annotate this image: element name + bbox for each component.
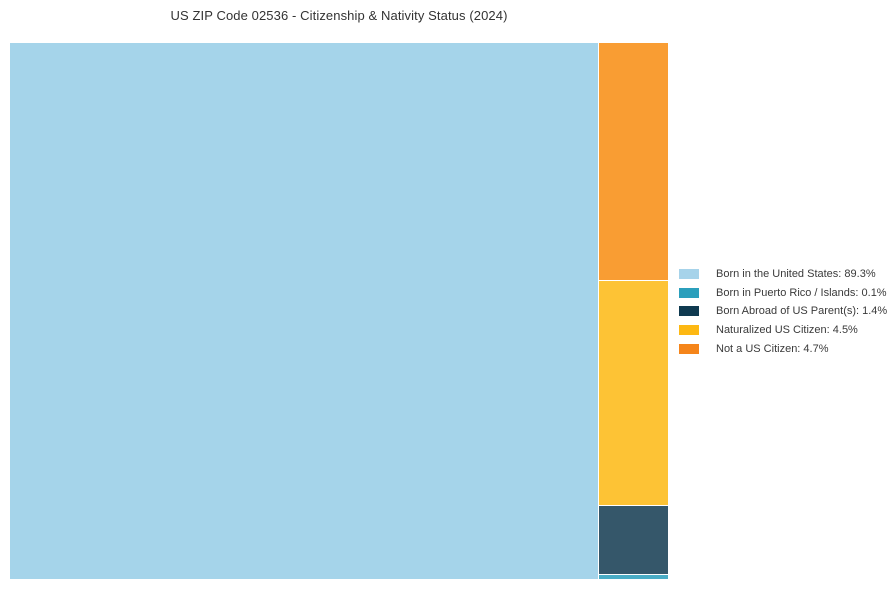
legend-item-born-abroad-of-us-parents[interactable]: Born Abroad of US Parent(s): 1.4%: [679, 302, 887, 321]
legend-color-swatch-icon: [679, 287, 699, 298]
treemap-tile-naturalized-us-citizen[interactable]: [599, 281, 668, 505]
chart-title: US ZIP Code 02536 - Citizenship & Nativi…: [170, 8, 508, 23]
legend-color-swatch-icon: [679, 269, 699, 280]
treemap-tile-born-in-united-states[interactable]: [10, 43, 598, 579]
treemap-tile-born-abroad-of-us-parents[interactable]: [599, 506, 668, 574]
legend-item-not-a-us-citizen[interactable]: Not a US Citizen: 4.7%: [679, 339, 887, 358]
treemap-plot: [10, 43, 668, 579]
legend-item-label: Born in Puerto Rico / Islands: 0.1%: [716, 286, 887, 299]
legend-item-label: Naturalized US Citizen: 4.5%: [716, 324, 858, 337]
treemap-tile-not-a-us-citizen[interactable]: [599, 43, 668, 280]
legend: Born in the United States: 89.3% Born in…: [679, 265, 887, 358]
legend-item-label: Born in the United States: 89.3%: [716, 268, 876, 281]
legend-color-swatch-icon: [679, 306, 699, 317]
legend-item-born-in-united-states[interactable]: Born in the United States: 89.3%: [679, 265, 887, 284]
legend-color-swatch-icon: [679, 325, 699, 336]
legend-color-swatch-icon: [679, 343, 699, 354]
legend-item-naturalized-us-citizen[interactable]: Naturalized US Citizen: 4.5%: [679, 321, 887, 340]
treemap-tile-born-in-puerto-rico-islands[interactable]: [599, 575, 668, 579]
legend-item-born-in-puerto-rico-islands[interactable]: Born in Puerto Rico / Islands: 0.1%: [679, 284, 887, 303]
legend-item-label: Not a US Citizen: 4.7%: [716, 342, 829, 355]
legend-item-label: Born Abroad of US Parent(s): 1.4%: [716, 305, 888, 318]
